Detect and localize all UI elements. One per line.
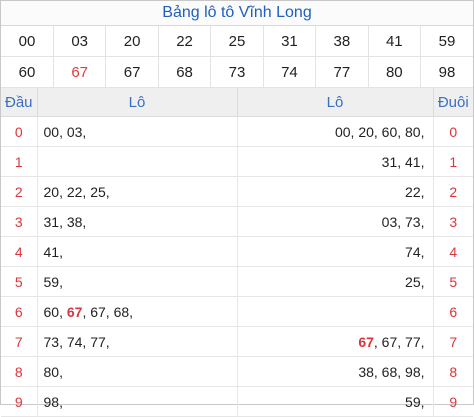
dau-digit: 4 [1,236,38,267]
header-lo-left: Lô [37,88,238,117]
lo-value-highlighted: 67 [66,303,83,320]
lo-value: 60, [43,303,67,320]
lo-right-cell: 31, 41, [237,146,434,177]
lo-left-cell: 31, 38, [37,206,238,237]
table-row: 8 80, 38, 68, 98, 8 [1,356,473,387]
number-cell: 38 [315,26,369,57]
numbers-row-1: 00 03 20 22 25 31 38 41 59 [1,26,473,57]
lo-left-cell: 98, [37,386,238,417]
lo-left-cell: 59, [37,266,238,297]
table-row: 9 98, 59, 9 [1,386,473,417]
lo-right-cell: 25, [237,266,434,297]
lo-value-highlighted: 67 [358,333,374,350]
number-cell: 60 [1,56,54,88]
numbers-grid: 00 03 20 22 25 31 38 41 59 60 67 67 68 7… [1,26,473,88]
header-lo-right: Lô [237,88,434,117]
lo-left-cell: 60, 67, 67, 68, [37,296,238,327]
duoi-digit: 8 [433,356,473,387]
number-cell: 25 [210,26,264,57]
duoi-digit: 5 [433,266,473,297]
duoi-digit: 1 [433,146,473,177]
lo-right-cell: 00, 20, 60, 80, [237,116,434,147]
lo-right-cell: 03, 73, [237,206,434,237]
number-cell: 68 [158,56,212,88]
lo-to-table: Đầu Lô Lô Đuôi 0 00, 03, 00, 20, 60, 80,… [1,88,473,417]
duoi-digit: 6 [433,296,473,327]
lo-left-cell: 41, [37,236,238,267]
header-dau: Đầu [1,88,38,117]
duoi-digit: 4 [433,236,473,267]
number-cell: 73 [210,56,264,88]
lo-right-cell: 67, 67, 77, [237,326,434,357]
table-row: 4 41, 74, 4 [1,236,473,267]
number-cell: 00 [1,26,54,57]
lo-left-cell: 73, 74, 77, [37,326,238,357]
number-cell: 03 [53,26,107,57]
dau-digit: 8 [1,356,38,387]
lo-right-cell: 22, [237,176,434,207]
table-row: 2 20, 22, 25, 22, 2 [1,176,473,207]
duoi-digit: 9 [433,386,473,417]
lo-right-cell: 74, [237,236,434,267]
number-cell: 20 [105,26,159,57]
number-cell: 74 [263,56,317,88]
duoi-digit: 3 [433,206,473,237]
number-cell: 67 [105,56,159,88]
numbers-row-2: 60 67 67 68 73 74 77 80 98 [1,56,473,88]
lo-left-cell: 20, 22, 25, [37,176,238,207]
lo-right-cell: 38, 68, 98, [237,356,434,387]
lo-left-cell [37,146,238,177]
dau-digit: 1 [1,146,38,177]
lo-right-cell: 59, [237,386,434,417]
number-cell: 31 [263,26,317,57]
table-row: 3 31, 38, 03, 73, 3 [1,206,473,237]
lo-value: , 67, 77, [373,333,425,350]
dau-digit: 2 [1,176,38,207]
table-row: 6 60, 67, 67, 68, 6 [1,296,473,327]
dau-digit: 7 [1,326,38,357]
dau-digit: 6 [1,296,38,327]
lo-header-row: Đầu Lô Lô Đuôi [1,88,473,117]
table-row: 1 31, 41, 1 [1,146,473,177]
dau-digit: 3 [1,206,38,237]
lo-value: , 67, 68, [82,303,134,320]
dau-digit: 0 [1,116,38,147]
duoi-digit: 7 [433,326,473,357]
dau-digit: 9 [1,386,38,417]
number-cell: 41 [368,26,422,57]
duoi-digit: 0 [433,116,473,147]
table-row: 5 59, 25, 5 [1,266,473,297]
lo-left-cell: 00, 03, [37,116,238,147]
lo-right-cell [237,296,434,327]
duoi-digit: 2 [433,176,473,207]
number-cell: 22 [158,26,212,57]
dau-digit: 5 [1,266,38,297]
number-cell: 98 [420,56,473,88]
table-title: Bảng lô tô Vĩnh Long [1,1,473,26]
number-cell: 77 [315,56,369,88]
header-duoi: Đuôi [433,88,473,117]
table-row: 7 73, 74, 77, 67, 67, 77, 7 [1,326,473,357]
lo-left-cell: 80, [37,356,238,387]
number-cell: 80 [368,56,422,88]
number-cell: 59 [420,26,473,57]
table-row: 0 00, 03, 00, 20, 60, 80, 0 [1,116,473,147]
number-cell-highlighted: 67 [53,56,107,88]
